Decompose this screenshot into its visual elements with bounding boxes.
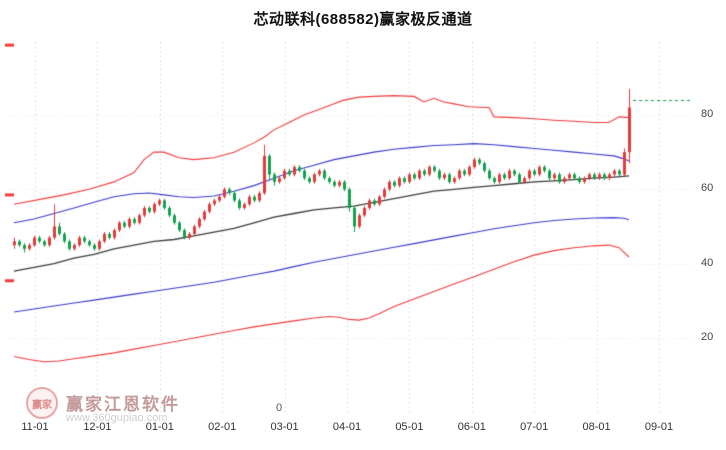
x-axis: 11-01 12-01 01-01 02-01 03-01 04-01 05-01 06-01… <box>0 421 726 439</box>
y-axis-label: 40 <box>701 256 714 269</box>
watermark-url: www.360gupiao.com <box>66 412 168 424</box>
x-axis-label: 07-01 <box>520 421 549 433</box>
x-axis-label: 03-01 <box>270 421 299 433</box>
y-axis-label: 80 <box>701 108 714 120</box>
zero-axis-label: 0 <box>276 402 283 414</box>
y-axis: 80 60 40 20 <box>699 0 726 450</box>
x-axis-label: 09-01 <box>644 421 674 433</box>
brand-seal-icon: 赢家 <box>26 387 58 419</box>
x-axis-label: 08-01 <box>582 421 611 433</box>
x-axis-label: 06-01 <box>457 421 486 433</box>
y-axis-label: 20 <box>701 331 714 343</box>
x-axis-label: 11-01 <box>21 421 49 433</box>
x-axis-label: 02-01 <box>208 421 237 433</box>
watermark: 赢家 赢家江恩软件 www.360gupiao.com <box>26 387 246 429</box>
x-axis-label: 05-01 <box>395 421 424 433</box>
x-axis-label: 01-01 <box>145 421 174 433</box>
y-axis-label: 60 <box>701 182 714 195</box>
x-axis-label: 12-01 <box>83 421 112 433</box>
watermark-brand: 赢家江恩软件 <box>66 395 180 414</box>
x-axis-label: 04-01 <box>332 421 362 433</box>
